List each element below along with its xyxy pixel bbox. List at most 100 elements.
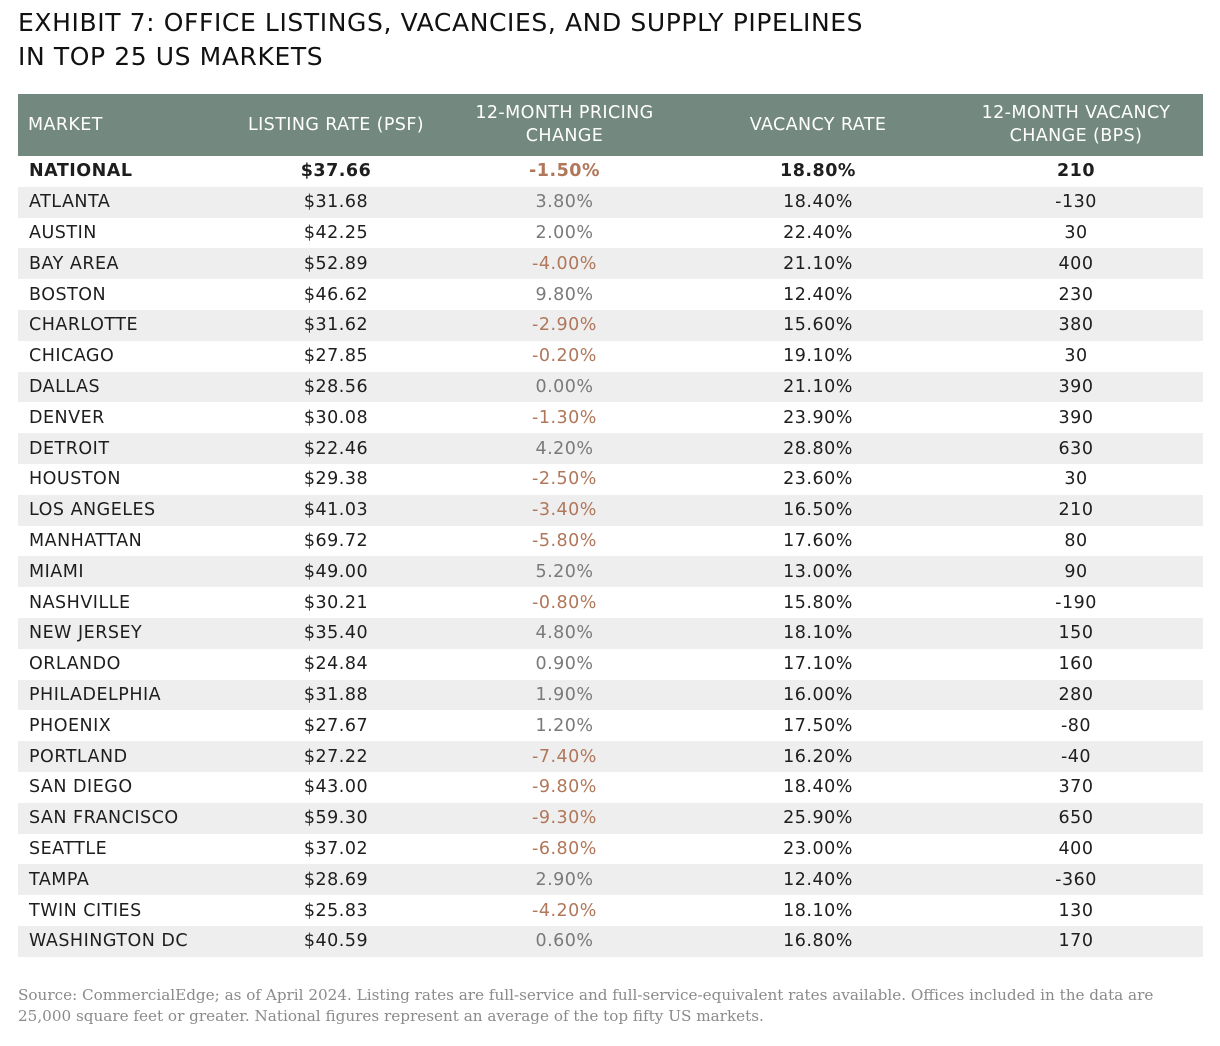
cell-vacancy-change: 630 xyxy=(1058,438,1094,459)
cell-vacancy-change: 230 xyxy=(1058,284,1094,305)
table-row: DETROIT $22.46 4.20% 28.80% 630 xyxy=(18,433,1203,464)
cell-market: NATIONAL xyxy=(29,161,133,182)
cell-listing-rate: $35.40 xyxy=(303,623,369,644)
cell-pricing-change: 1.20% xyxy=(535,715,594,736)
cell-vacancy-change: 80 xyxy=(1064,530,1088,551)
cell-listing-rate: $46.62 xyxy=(303,284,369,305)
cell-vacancy-change: 400 xyxy=(1058,838,1094,859)
cell-listing-rate: $22.46 xyxy=(303,438,369,459)
cell-pricing-change: -7.40% xyxy=(532,746,597,767)
cell-vacancy-change: 650 xyxy=(1058,808,1094,829)
table-row: MIAMI $49.00 5.20% 13.00% 90 xyxy=(18,556,1203,588)
cell-market: PORTLAND xyxy=(29,746,128,767)
cell-pricing-change: -1.50% xyxy=(529,161,600,182)
cell-pricing-change: 4.80% xyxy=(535,623,594,644)
cell-market: NEW JERSEY xyxy=(29,623,143,644)
table-header: MARKET LISTING RATE (PSF) 12-MONTH PRICI… xyxy=(18,94,1203,156)
cell-vacancy-change: 210 xyxy=(1056,161,1096,182)
cell-listing-rate: $28.69 xyxy=(303,869,369,890)
cell-listing-rate: $37.66 xyxy=(300,161,372,182)
cell-vacancy-rate: 25.90% xyxy=(783,808,853,829)
table-row: LOS ANGELES $41.03 -3.40% 16.50% 210 xyxy=(18,494,1203,526)
cell-pricing-change: -3.40% xyxy=(532,500,597,521)
table-row: CHICAGO $27.85 -0.20% 19.10% 30 xyxy=(18,341,1203,372)
exhibit-title: EXHIBIT 7: OFFICE LISTINGS, VACANCIES, A… xyxy=(18,6,1198,74)
header-pricing-change-line-1: 12-MONTH PRICING xyxy=(475,103,654,123)
office-market-table: MARKET LISTING RATE (PSF) 12-MONTH PRICI… xyxy=(18,94,1203,957)
cell-market: PHOENIX xyxy=(29,715,112,736)
cell-pricing-change: -2.50% xyxy=(532,469,597,490)
table-row: PHOENIX $27.67 1.20% 17.50% -80 xyxy=(18,710,1203,741)
cell-vacancy-change: -360 xyxy=(1055,869,1097,890)
table-row: WASHINGTON DC $40.59 0.60% 16.80% 170 xyxy=(18,925,1203,957)
cell-vacancy-change: 30 xyxy=(1064,222,1088,243)
cell-listing-rate: $59.30 xyxy=(303,808,369,829)
cell-vacancy-change: 380 xyxy=(1058,315,1094,336)
header-listing-rate: LISTING RATE (PSF) xyxy=(247,114,425,135)
cell-pricing-change: -0.20% xyxy=(532,346,597,367)
table-row: TWIN CITIES $25.83 -4.20% 18.10% 130 xyxy=(18,895,1203,926)
cell-vacancy-rate: 15.60% xyxy=(783,315,853,336)
cell-pricing-change: -2.90% xyxy=(532,315,597,336)
cell-listing-rate: $30.21 xyxy=(303,592,369,613)
cell-listing-rate: $24.84 xyxy=(303,654,369,675)
cell-pricing-change: -1.30% xyxy=(532,407,597,428)
cell-vacancy-rate: 28.80% xyxy=(783,438,853,459)
cell-market: BOSTON xyxy=(29,284,107,305)
cell-vacancy-change: 390 xyxy=(1058,376,1094,397)
cell-pricing-change: -4.00% xyxy=(532,253,597,274)
cell-vacancy-rate: 18.10% xyxy=(783,623,853,644)
source-note: Source: CommercialEdge; as of April 2024… xyxy=(18,986,1154,1025)
cell-market: CHARLOTTE xyxy=(29,315,139,336)
cell-vacancy-change: 150 xyxy=(1058,623,1094,644)
cell-vacancy-rate: 21.10% xyxy=(783,376,853,397)
table-row: BOSTON $46.62 9.80% 12.40% 230 xyxy=(18,279,1203,310)
cell-market: SAN FRANCISCO xyxy=(29,808,179,829)
cell-vacancy-rate: 12.40% xyxy=(783,869,853,890)
table-row-national: NATIONAL $37.66 -1.50% 18.80% 210 xyxy=(18,156,1203,187)
cell-pricing-change: 2.00% xyxy=(535,222,594,243)
cell-listing-rate: $69.72 xyxy=(303,530,369,551)
cell-market: MIAMI xyxy=(29,561,84,582)
cell-market: PHILADELPHIA xyxy=(29,684,162,705)
header-vacancy-rate: VACANCY RATE xyxy=(749,114,887,135)
header-row: MARKET LISTING RATE (PSF) 12-MONTH PRICI… xyxy=(18,94,1203,156)
cell-vacancy-change: 160 xyxy=(1058,654,1094,675)
cell-pricing-change: 4.20% xyxy=(535,438,594,459)
table-row: AUSTIN $42.25 2.00% 22.40% 30 xyxy=(18,218,1203,249)
header-vacancy-change: 12-MONTH VACANCY CHANGE (BPS) xyxy=(949,94,1203,156)
cell-pricing-change: 5.20% xyxy=(535,561,594,582)
cell-listing-rate: $40.59 xyxy=(303,931,369,952)
header-pricing-change: 12-MONTH PRICING CHANGE xyxy=(442,94,687,156)
table-row: BAY AREA $52.89 -4.00% 21.10% 400 xyxy=(18,248,1203,280)
cell-vacancy-change: -80 xyxy=(1060,715,1092,736)
cell-vacancy-change: 280 xyxy=(1058,684,1094,705)
cell-vacancy-rate: 18.40% xyxy=(783,777,853,798)
cell-vacancy-rate: 17.10% xyxy=(783,654,853,675)
cell-vacancy-rate: 23.60% xyxy=(783,469,853,490)
cell-vacancy-rate: 16.00% xyxy=(783,684,853,705)
cell-vacancy-rate: 15.80% xyxy=(783,592,853,613)
cell-listing-rate: $27.67 xyxy=(303,715,369,736)
cell-pricing-change: 0.60% xyxy=(535,931,594,952)
header-vacancy-change-line-2: CHANGE (BPS) xyxy=(1009,126,1143,146)
table-body: NATIONAL $37.66 -1.50% 18.80% 210 ATLANTA $31.… xyxy=(18,156,1203,957)
cell-pricing-change: 2.90% xyxy=(535,869,594,890)
cell-vacancy-change: -40 xyxy=(1060,746,1092,767)
table-row: CHARLOTTE $31.62 -2.90% 15.60% 380 xyxy=(18,309,1203,341)
cell-market: DENVER xyxy=(29,407,105,428)
cell-listing-rate: $49.00 xyxy=(303,561,369,582)
cell-market: AUSTIN xyxy=(29,222,97,243)
cell-vacancy-change: 370 xyxy=(1058,777,1094,798)
table-row: PORTLAND $27.22 -7.40% 16.20% -40 xyxy=(18,741,1203,772)
cell-vacancy-rate: 16.50% xyxy=(783,500,853,521)
cell-vacancy-rate: 23.90% xyxy=(783,407,853,428)
cell-listing-rate: $29.38 xyxy=(303,469,369,490)
cell-listing-rate: $31.62 xyxy=(303,315,369,336)
cell-listing-rate: $27.85 xyxy=(303,346,369,367)
cell-pricing-change: 1.90% xyxy=(535,684,594,705)
cell-pricing-change: -4.20% xyxy=(532,900,597,921)
cell-vacancy-rate: 18.80% xyxy=(780,161,856,182)
cell-market: SEATTLE xyxy=(29,838,108,859)
table-row: ATLANTA $31.68 3.80% 18.40% -130 xyxy=(18,186,1203,218)
